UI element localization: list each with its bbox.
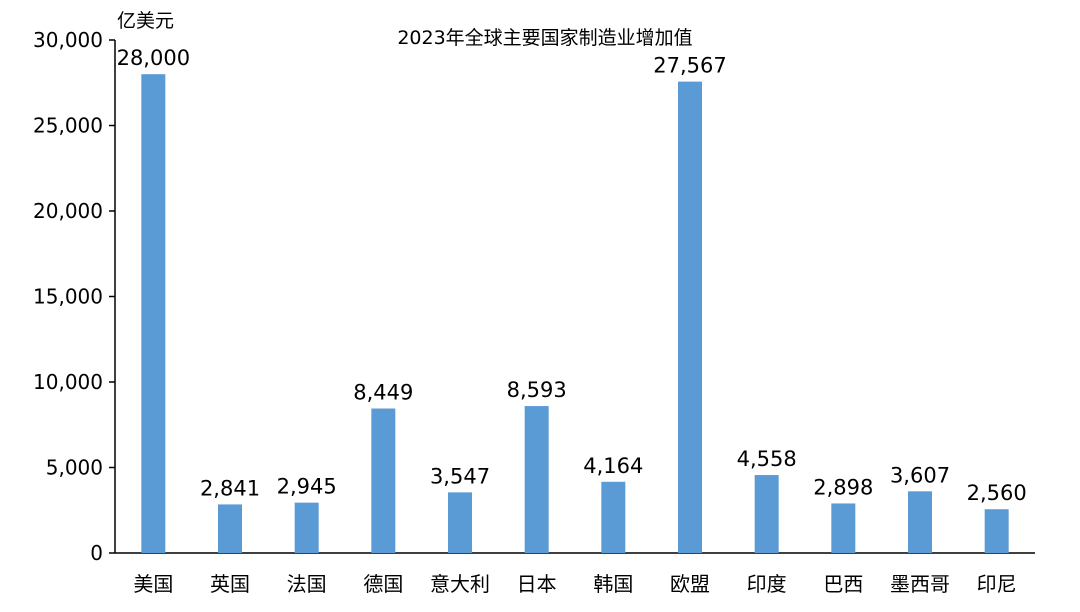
data-label: 8,593 bbox=[507, 378, 567, 402]
data-label: 3,607 bbox=[890, 463, 950, 487]
x-category-label: 法国 bbox=[287, 572, 327, 596]
data-label: 8,449 bbox=[353, 381, 413, 405]
data-label: 4,558 bbox=[737, 447, 797, 471]
x-category-label: 日本 bbox=[517, 572, 557, 596]
data-label: 2,945 bbox=[277, 475, 337, 499]
bar bbox=[678, 81, 702, 553]
plot-area: 0 5,000 10,000 15,000 20,000 25,000 30,000 28,0… bbox=[33, 28, 1035, 596]
bar bbox=[371, 408, 396, 553]
y-tick-label: 20,000 bbox=[33, 199, 103, 223]
data-label: 2,560 bbox=[967, 481, 1027, 505]
x-category-label: 墨西哥 bbox=[890, 572, 950, 596]
data-label: 4,164 bbox=[583, 454, 643, 478]
y-tick-label: 25,000 bbox=[33, 114, 103, 138]
y-tick-label: 30,000 bbox=[33, 28, 103, 52]
bar bbox=[218, 504, 242, 553]
x-category-label: 英国 bbox=[210, 572, 250, 596]
x-category-label: 美国 bbox=[133, 572, 173, 596]
bar bbox=[754, 475, 779, 553]
x-category-label: 意大利 bbox=[430, 572, 490, 596]
y-tick-label: 10,000 bbox=[33, 370, 103, 394]
x-category-label: 德国 bbox=[363, 572, 403, 596]
bar bbox=[984, 509, 1009, 553]
x-category-label: 巴西 bbox=[823, 572, 863, 596]
bar bbox=[601, 481, 626, 553]
y-tick-label: 5,000 bbox=[46, 456, 103, 480]
bar bbox=[524, 406, 549, 553]
chart-title: 2023年全球主要国家制造业增加值 bbox=[397, 27, 692, 49]
x-category-label: 欧盟 bbox=[670, 572, 710, 596]
bar bbox=[448, 492, 472, 553]
data-label: 28,000 bbox=[117, 46, 190, 70]
bar bbox=[294, 502, 319, 553]
data-label: 2,841 bbox=[200, 476, 260, 500]
x-category-label: 印尼 bbox=[977, 572, 1017, 596]
data-label: 27,567 bbox=[653, 54, 726, 78]
y-tick-label: 0 bbox=[90, 541, 103, 565]
data-label: 2,898 bbox=[813, 475, 873, 499]
bar bbox=[908, 491, 932, 553]
data-label: 3,547 bbox=[430, 464, 490, 488]
x-category-label: 印度 bbox=[747, 572, 787, 596]
x-category-label: 韩国 bbox=[593, 572, 633, 596]
bar bbox=[141, 74, 166, 553]
bar bbox=[831, 503, 856, 553]
y-axis-unit-label: 亿美元 bbox=[117, 10, 174, 32]
y-tick-label: 15,000 bbox=[33, 285, 103, 309]
